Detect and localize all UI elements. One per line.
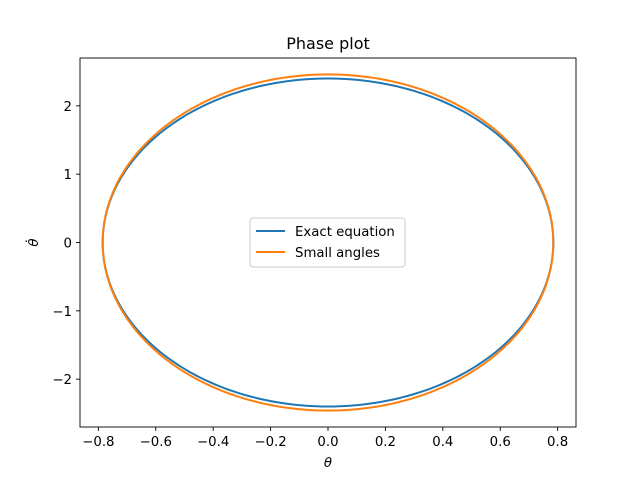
y-tick-label: −2 bbox=[52, 373, 72, 388]
x-axis: −0.8 −0.6 −0.4 −0.2 0.0 0.2 0.4 0.6 0.8 bbox=[82, 427, 568, 450]
x-tick-label: −0.8 bbox=[82, 435, 114, 450]
legend-frame bbox=[249, 217, 406, 268]
chart-title: Phase plot bbox=[286, 34, 370, 53]
y-tick-label: 2 bbox=[64, 100, 72, 115]
x-tick-label: 0.2 bbox=[375, 435, 396, 450]
legend: Exact equation Small angles bbox=[249, 217, 406, 268]
x-tick-label: −0.6 bbox=[140, 435, 172, 450]
x-tick-label: 0.0 bbox=[317, 435, 338, 450]
legend-label-exact: Exact equation bbox=[295, 225, 395, 240]
x-tick-label: −0.4 bbox=[197, 435, 229, 450]
y-tick-label: 1 bbox=[64, 168, 72, 183]
y-tick-label: −1 bbox=[52, 305, 72, 320]
y-axis: −2 −1 0 1 2 bbox=[52, 100, 80, 388]
x-axis-label: θ bbox=[324, 456, 332, 471]
x-tick-label: 0.6 bbox=[490, 435, 511, 450]
x-tick-label: 0.4 bbox=[432, 435, 453, 450]
series-layer bbox=[101, 73, 555, 412]
y-tick-label: 0 bbox=[64, 237, 72, 252]
x-tick-label: 0.8 bbox=[547, 435, 568, 450]
y-axis-label: θ̇ bbox=[25, 238, 42, 246]
legend-label-small: Small angles bbox=[295, 246, 380, 261]
series-line-1 bbox=[101, 73, 555, 412]
x-tick-label: −0.2 bbox=[254, 435, 286, 450]
